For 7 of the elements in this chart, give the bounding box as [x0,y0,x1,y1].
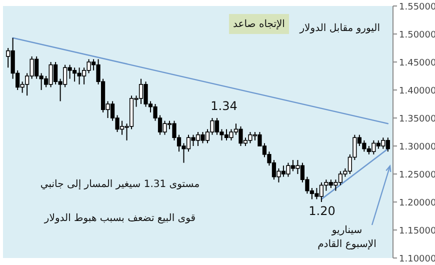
annotation: قوى البيع تضعف بسبب هبوط الدولار [43,213,196,224]
annotation: 1.34 [210,99,238,113]
text: اليورو مقابل الدولار [298,23,380,34]
annotation: الإتجاه صاعد [233,19,285,30]
annotation: سيناريو الإسبوع القادم [318,225,376,250]
annotation: 1.20 [308,204,336,218]
annotation: مستوى 1.31 سيغير المسار إلى جانبي [40,179,200,190]
